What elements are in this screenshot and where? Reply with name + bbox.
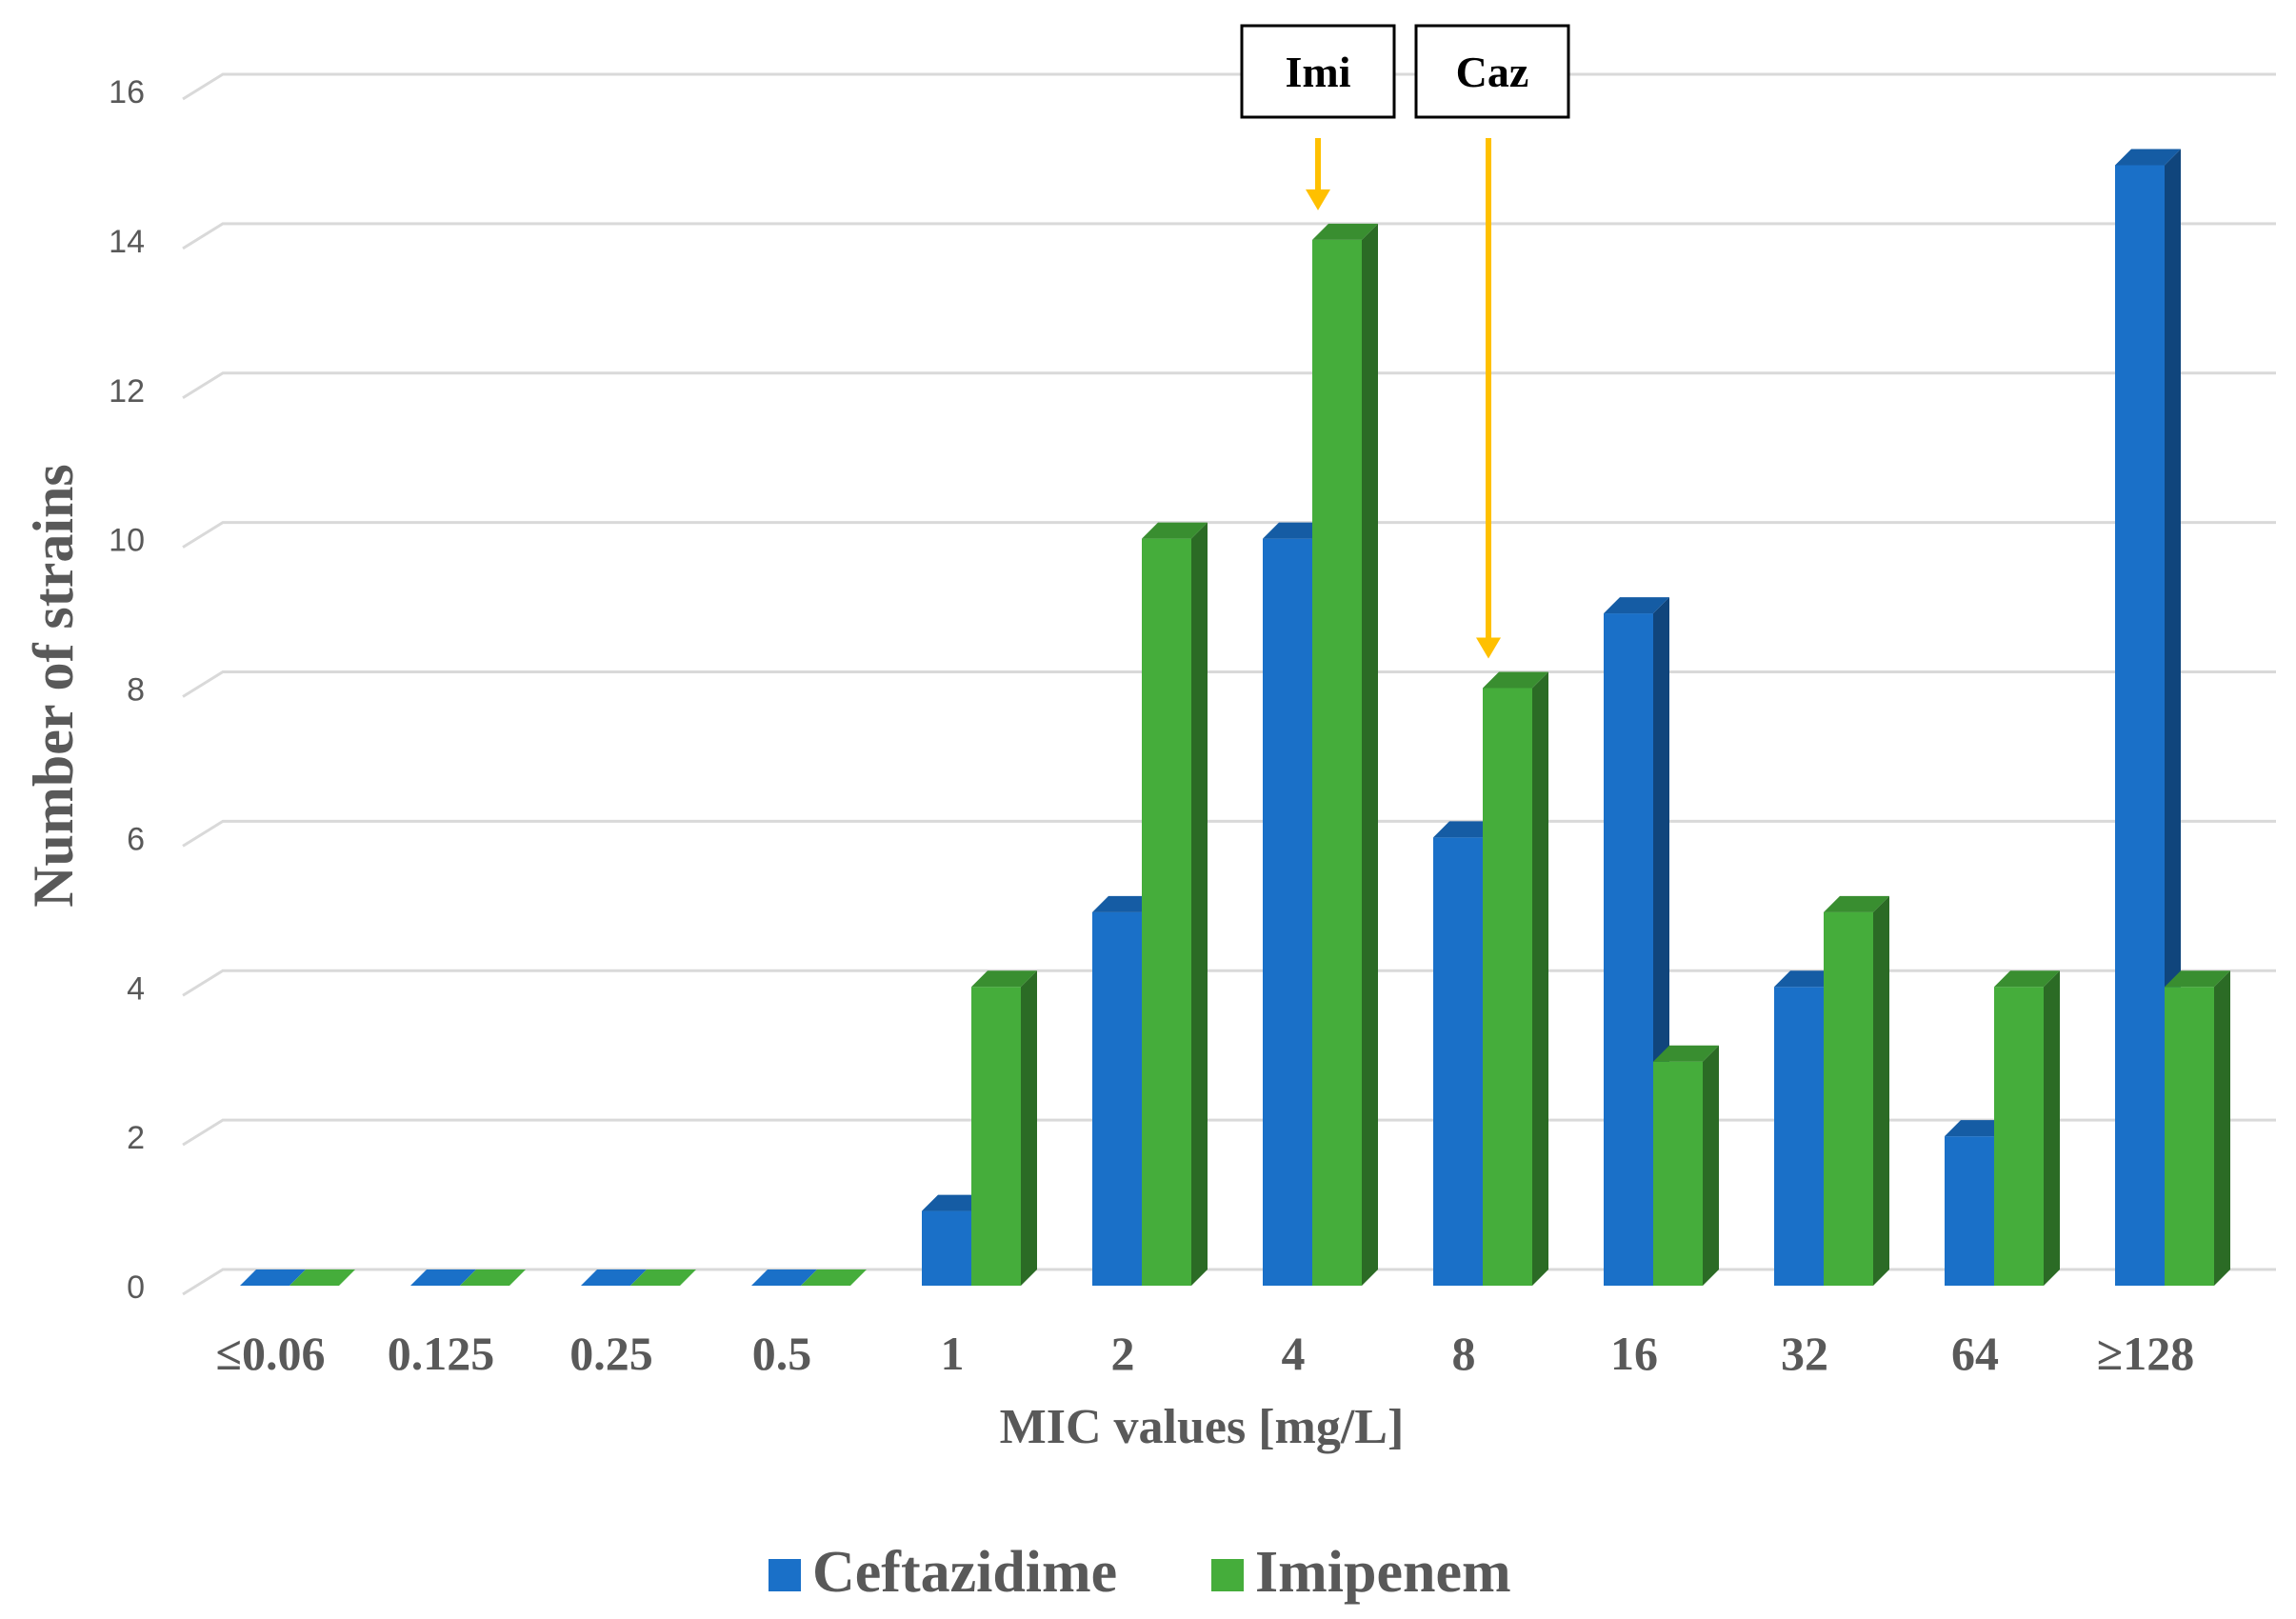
annotations: Imi Caz (1240, 24, 1570, 659)
bar-ceftazidime-3 (751, 1269, 817, 1286)
x-tick-label: 32 (1781, 1327, 1828, 1380)
annotation-arrowhead (1476, 637, 1501, 659)
y-tick-label: 12 (109, 373, 145, 410)
bar-imipenem-3 (801, 1269, 867, 1286)
bar-imipenem-0 (289, 1269, 355, 1286)
legend-swatch-ceftazidime (769, 1559, 801, 1591)
annotation-box (1240, 24, 1396, 119)
annotation-caz: Caz (1414, 24, 1570, 659)
bar-imipenem-10 (1994, 970, 2060, 1286)
gridline (182, 1268, 2276, 1296)
bar-imipenem-8 (1653, 1045, 1719, 1286)
x-tick-label: 0.5 (752, 1327, 812, 1380)
x-tick-label: 8 (1452, 1327, 1476, 1380)
legend: Ceftazidime Imipenem (769, 1540, 1511, 1605)
annotation-box (1414, 24, 1570, 119)
y-tick-label: 2 (127, 1120, 145, 1156)
x-tick-label: ≤0.06 (216, 1327, 326, 1380)
legend-label-ceftazidime: Ceftazidime (812, 1540, 1117, 1605)
x-tick-label: 1 (941, 1327, 965, 1380)
x-tick-label: 4 (1282, 1327, 1306, 1380)
x-tick-label: 0.125 (388, 1327, 495, 1380)
y-tick-label: 6 (127, 821, 145, 857)
bars (240, 149, 2230, 1286)
bar-imipenem-11 (2165, 970, 2230, 1286)
bar-imipenem-5 (1142, 522, 1208, 1286)
x-tick-label: 0.25 (569, 1327, 653, 1380)
x-tick-label: 2 (1111, 1327, 1135, 1380)
x-tick-label: ≥128 (2097, 1327, 2194, 1380)
y-axis-title: Number of strains (22, 464, 85, 908)
bar-imipenem-6 (1312, 223, 1378, 1286)
y-tick-label: 4 (127, 970, 145, 1007)
y-tick-label: 16 (109, 74, 145, 110)
bar-ceftazidime-1 (410, 1269, 476, 1286)
bar-ceftazidime-2 (581, 1269, 647, 1286)
bar-imipenem-7 (1483, 671, 1548, 1286)
annotation-arrowhead (1306, 189, 1330, 210)
x-tick-label: 64 (1951, 1327, 1999, 1380)
gridline (182, 670, 2276, 698)
gridline (182, 371, 2276, 400)
x-tick-labels: ≤0.06 0.125 0.25 0.5 1 2 4 8 16 32 64 ≥128 (216, 1327, 2195, 1380)
y-tick-label: 0 (127, 1269, 145, 1306)
gridlines (182, 72, 2276, 1296)
x-axis-title: MIC values [mg/L] (1000, 1400, 1405, 1454)
legend-swatch-imipenem (1211, 1559, 1244, 1591)
annotation-imi: Imi (1240, 24, 1396, 210)
gridline (182, 1118, 2276, 1147)
annotation-label: Caz (1456, 48, 1529, 96)
gridline (182, 521, 2276, 549)
legend-label-imipenem: Imipenem (1255, 1540, 1511, 1605)
bar-imipenem-1 (460, 1269, 526, 1286)
gridline (182, 969, 2276, 997)
gridline (182, 222, 2276, 250)
gridline (182, 819, 2276, 848)
bar-imipenem-4 (971, 970, 1037, 1286)
bar-imipenem-2 (630, 1269, 696, 1286)
x-tick-label: 16 (1610, 1327, 1658, 1380)
y-tick-labels: 0 2 4 6 8 10 12 14 16 (109, 74, 145, 1306)
y-tick-label: 8 (127, 672, 145, 709)
bar-imipenem-9 (1824, 895, 1889, 1286)
gridline (182, 72, 2276, 101)
annotation-label: Imi (1286, 48, 1351, 96)
y-tick-label: 10 (109, 523, 145, 559)
y-tick-label: 14 (109, 224, 145, 260)
bar-ceftazidime-0 (240, 1269, 306, 1286)
